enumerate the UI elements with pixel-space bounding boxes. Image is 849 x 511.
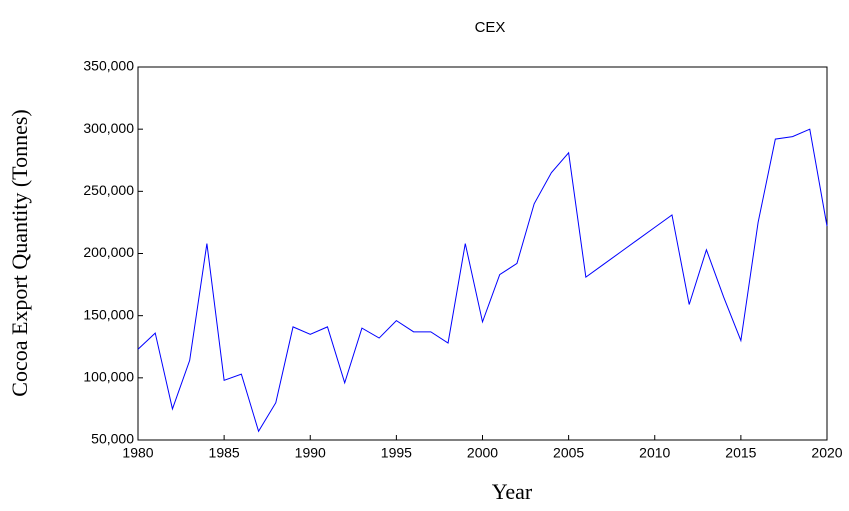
y-tick-label: 50,000 <box>91 431 134 447</box>
chart-title: CEX <box>475 19 506 36</box>
x-tick-label: 2000 <box>467 445 498 461</box>
y-tick-label: 350,000 <box>83 58 134 74</box>
x-tick-label: 2005 <box>553 445 584 461</box>
y-axis-label: Cocoa Export Quantity (Tonnes) <box>7 109 32 396</box>
y-tick-label: 300,000 <box>83 120 134 136</box>
x-tick-label: 1995 <box>381 445 412 461</box>
y-tick-label: 250,000 <box>83 182 134 198</box>
y-tick-label: 200,000 <box>83 244 134 260</box>
y-tick-label: 100,000 <box>83 369 134 385</box>
data-line <box>137 128 828 433</box>
x-tick-label: 1980 <box>122 445 153 461</box>
x-tick-label: 2020 <box>811 445 842 461</box>
x-tick-label: 1985 <box>209 445 240 461</box>
x-tick-label: 2015 <box>725 445 756 461</box>
y-tick-label: 150,000 <box>83 306 134 322</box>
plot-frame <box>137 66 828 441</box>
x-tick-label: 1990 <box>295 445 326 461</box>
x-tick-label: 2010 <box>639 445 670 461</box>
x-axis-label: Year <box>492 479 533 504</box>
